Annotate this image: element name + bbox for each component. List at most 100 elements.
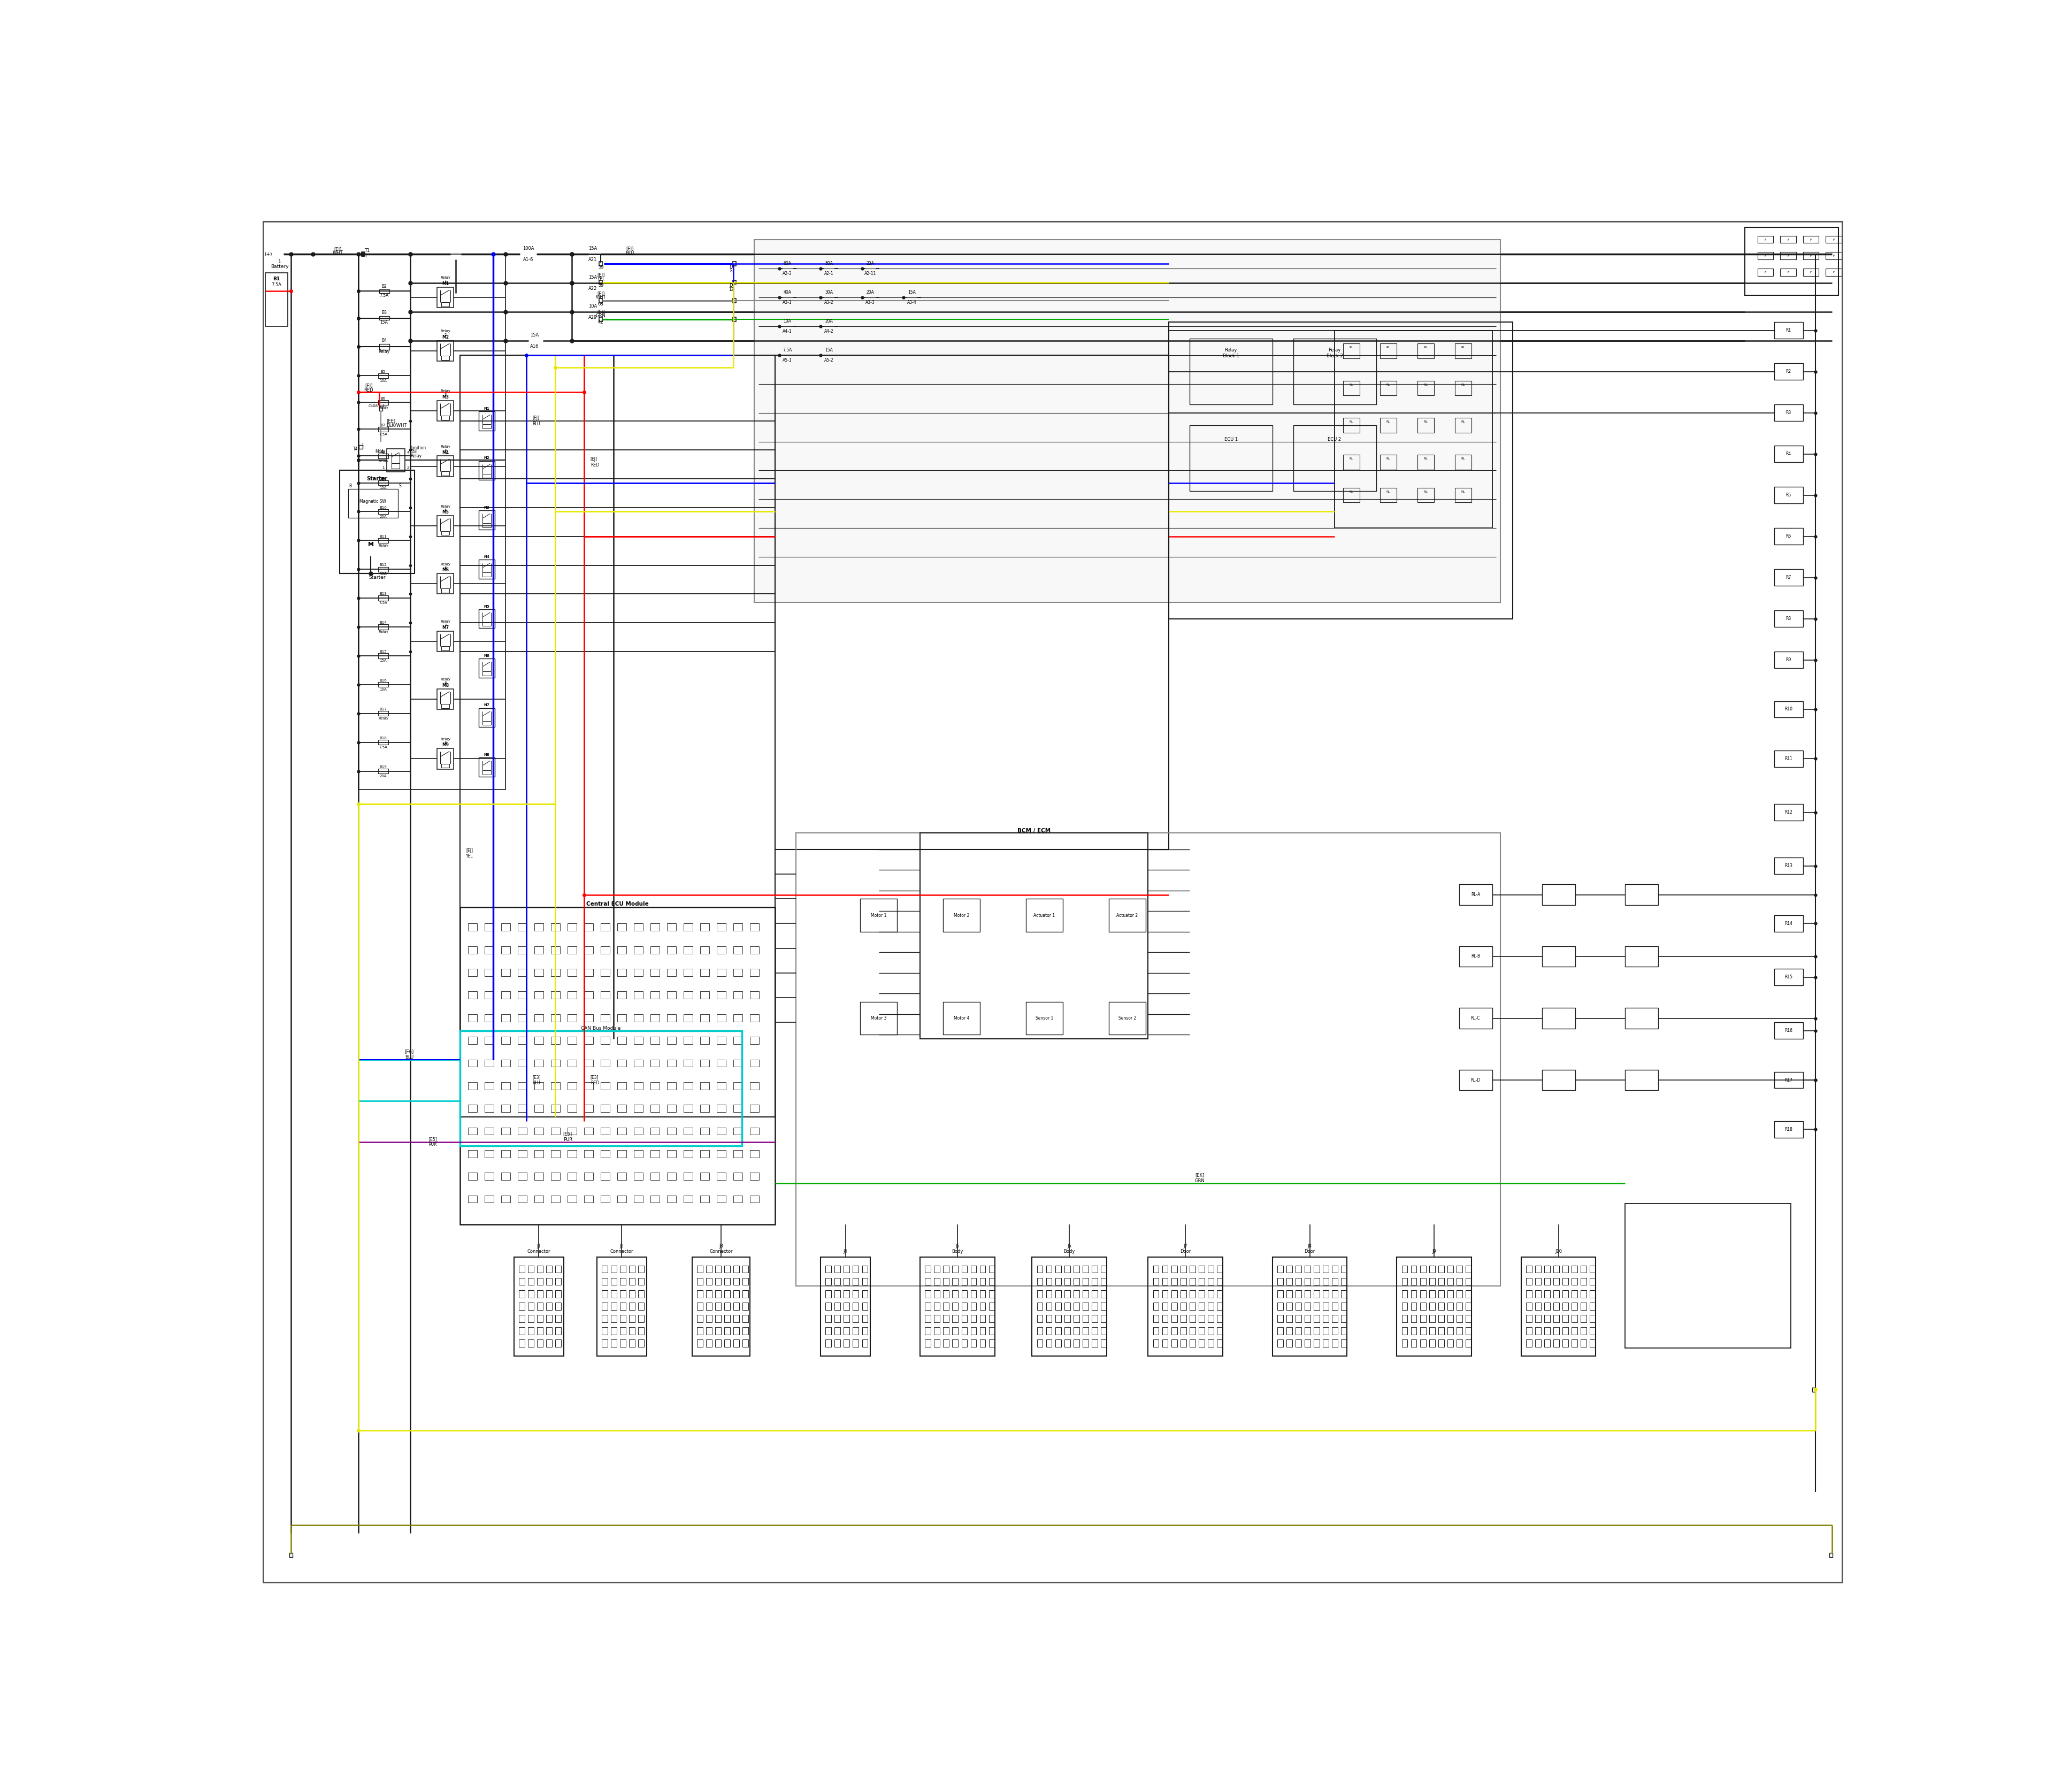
Bar: [460, 907, 774, 1224]
Bar: [700, 1014, 709, 1021]
Bar: [1045, 1290, 1052, 1297]
Bar: [1401, 1328, 1407, 1335]
Bar: [1438, 1265, 1444, 1272]
Bar: [479, 758, 495, 776]
Bar: [826, 1303, 832, 1310]
Bar: [1286, 1265, 1292, 1272]
Bar: [618, 1150, 626, 1158]
Text: GRN: GRN: [596, 314, 606, 319]
Bar: [1163, 1339, 1169, 1348]
Text: Relay
3: Relay 3: [440, 389, 450, 396]
Bar: [651, 1150, 659, 1158]
Bar: [1590, 1339, 1596, 1348]
Bar: [485, 991, 493, 998]
Bar: [1454, 455, 1471, 470]
Bar: [1563, 1328, 1569, 1335]
Bar: [961, 1303, 967, 1310]
Bar: [618, 969, 626, 977]
Bar: [1101, 1303, 1107, 1310]
Bar: [468, 923, 477, 930]
Bar: [635, 991, 643, 998]
Bar: [844, 1278, 850, 1285]
Bar: [668, 1150, 676, 1158]
Bar: [1419, 1303, 1425, 1310]
Bar: [651, 1195, 659, 1202]
Text: R3: R3: [1785, 410, 1791, 416]
Text: [EJ]
BLU: [EJ] BLU: [532, 416, 540, 426]
Bar: [1341, 1303, 1347, 1310]
Text: RL: RL: [1349, 491, 1354, 493]
Bar: [1294, 425, 1376, 491]
Bar: [479, 412, 495, 430]
Bar: [1091, 1328, 1097, 1335]
Text: 20A: 20A: [380, 774, 386, 778]
Text: N8: N8: [485, 753, 489, 756]
Bar: [596, 1258, 647, 1357]
Bar: [1091, 1278, 1097, 1285]
Text: RL: RL: [1423, 383, 1428, 385]
Bar: [1056, 1290, 1062, 1297]
Text: 10A: 10A: [380, 380, 386, 382]
Bar: [684, 1172, 692, 1181]
Bar: [943, 1002, 980, 1034]
Bar: [1315, 1339, 1319, 1348]
Bar: [1109, 900, 1146, 932]
Bar: [1323, 1265, 1329, 1272]
Bar: [639, 1339, 645, 1348]
Bar: [700, 1082, 709, 1090]
Bar: [863, 1328, 867, 1335]
Bar: [534, 1014, 544, 1021]
Text: [EI]: [EI]: [333, 247, 341, 251]
Bar: [953, 1303, 957, 1310]
Bar: [1296, 1278, 1302, 1285]
Bar: [639, 1303, 645, 1310]
Text: A3-4: A3-4: [908, 299, 916, 305]
Bar: [684, 946, 692, 953]
Bar: [520, 1303, 524, 1310]
Bar: [1419, 1290, 1425, 1297]
Text: 15A: 15A: [826, 348, 832, 353]
Bar: [1025, 1002, 1064, 1034]
Bar: [1454, 487, 1471, 502]
Bar: [988, 1328, 994, 1335]
Text: N6: N6: [485, 654, 489, 658]
Bar: [707, 1315, 713, 1322]
Text: 40A: 40A: [783, 290, 791, 296]
Bar: [1343, 380, 1360, 396]
Bar: [1534, 1339, 1540, 1348]
Bar: [600, 262, 602, 265]
Bar: [442, 303, 450, 306]
Bar: [1380, 344, 1397, 358]
Bar: [1091, 1315, 1097, 1322]
Bar: [635, 1104, 643, 1113]
Bar: [479, 511, 495, 529]
Text: S: S: [398, 484, 401, 489]
Text: [EJ]: [EJ]: [598, 272, 604, 278]
Bar: [1438, 1290, 1444, 1297]
Text: 15A: 15A: [587, 274, 598, 280]
Bar: [1563, 1290, 1569, 1297]
Bar: [750, 1082, 760, 1090]
Bar: [1582, 1278, 1586, 1285]
Bar: [863, 1339, 867, 1348]
Bar: [1430, 1303, 1436, 1310]
Bar: [1781, 269, 1795, 276]
Bar: [550, 946, 561, 953]
Text: A1-6: A1-6: [524, 258, 534, 262]
Bar: [1456, 1315, 1462, 1322]
Bar: [1189, 1328, 1195, 1335]
Bar: [1430, 1265, 1436, 1272]
Bar: [717, 1038, 725, 1045]
Bar: [550, 1082, 561, 1090]
Bar: [534, 946, 544, 953]
Text: B4: B4: [382, 339, 386, 342]
Bar: [754, 240, 1499, 602]
Bar: [438, 287, 454, 308]
Bar: [1286, 1315, 1292, 1322]
Bar: [536, 1290, 542, 1297]
Bar: [1082, 1290, 1089, 1297]
Text: M6: M6: [442, 568, 450, 572]
Bar: [1056, 1278, 1062, 1285]
Text: Relay: Relay: [378, 459, 388, 462]
Bar: [668, 1082, 676, 1090]
